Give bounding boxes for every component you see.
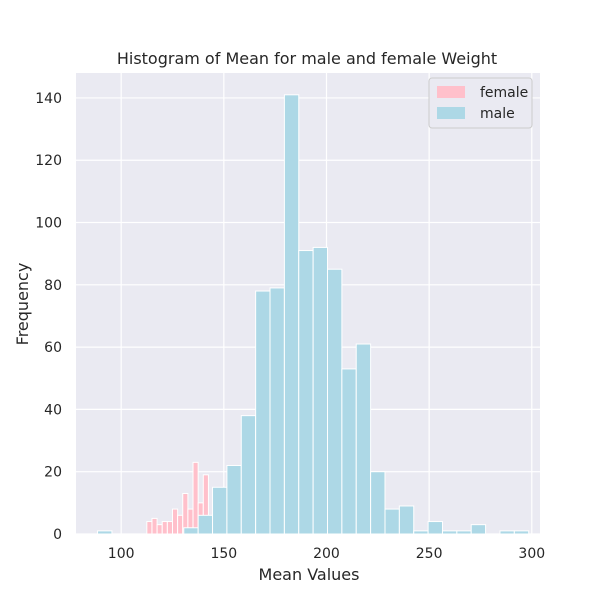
y-tick-label: 140 xyxy=(35,91,62,107)
histogram-bar-female xyxy=(161,521,168,535)
histogram-bar-male xyxy=(413,530,429,535)
histogram-bar-female xyxy=(166,521,173,535)
histogram-bar-female xyxy=(156,524,163,535)
histogram-bar-male xyxy=(283,94,300,535)
histogram-bar-female xyxy=(192,461,199,535)
y-tick-label: 120 xyxy=(35,153,62,169)
x-axis-label: Mean Values xyxy=(259,565,360,584)
x-tick-label: 150 xyxy=(210,546,237,562)
histogram-bar-male xyxy=(341,368,357,535)
histogram-bar-male xyxy=(398,505,415,535)
legend: female male xyxy=(428,77,533,129)
histogram-bar-female xyxy=(151,517,158,535)
x-tick-label: 300 xyxy=(518,546,545,562)
histogram-bar-male xyxy=(384,508,400,535)
histogram-bar-male xyxy=(255,290,271,535)
x-tick-label: 200 xyxy=(313,546,340,562)
y-tick-label: 40 xyxy=(44,402,62,418)
histogram-bar-male xyxy=(470,524,487,535)
y-tick-label: 20 xyxy=(44,465,62,481)
histogram-bar-male xyxy=(327,268,343,535)
histogram-bar-male xyxy=(312,246,329,535)
legend-label-male: male xyxy=(480,106,515,122)
legend-label-female: female xyxy=(480,85,528,101)
histogram-bar-male xyxy=(269,287,285,535)
histogram-bar-female xyxy=(146,521,153,535)
histogram-bar-male xyxy=(499,530,515,535)
histogram-bar-male xyxy=(427,521,443,535)
y-axis-label: Frequency xyxy=(13,263,32,346)
histogram-bar-male xyxy=(212,486,228,535)
histogram-bar-male xyxy=(355,343,372,535)
histogram-bar-male xyxy=(513,530,530,535)
y-tick-label: 80 xyxy=(44,278,62,294)
histogram-bar-male xyxy=(197,514,214,535)
histogram-bar-male xyxy=(370,471,386,535)
y-tick-label: 100 xyxy=(35,216,62,232)
bars xyxy=(97,94,530,535)
legend-swatch-female xyxy=(437,86,465,98)
histogram-bar-female xyxy=(171,508,179,535)
y-tick-label: 0 xyxy=(53,527,62,543)
x-tick-label: 250 xyxy=(416,546,443,562)
chart-title: Histogram of Mean for male and female We… xyxy=(117,49,497,68)
histogram-bar-female xyxy=(177,514,184,535)
x-tick-label: 100 xyxy=(108,546,135,562)
histogram-bar-male xyxy=(441,530,458,535)
histogram-bar-male xyxy=(226,464,242,535)
histogram-bar-male xyxy=(456,530,472,535)
legend-swatch-male xyxy=(437,107,465,119)
histogram-bar-male xyxy=(298,250,314,535)
histogram-bar-male xyxy=(183,527,199,535)
tick-labels: 100 150 200 250 300 0 20 40 60 80 100 120 140 xyxy=(35,91,545,562)
y-tick-label: 60 xyxy=(44,340,62,356)
histogram-bar-male xyxy=(97,530,113,535)
histogram-bar-male xyxy=(240,415,257,535)
